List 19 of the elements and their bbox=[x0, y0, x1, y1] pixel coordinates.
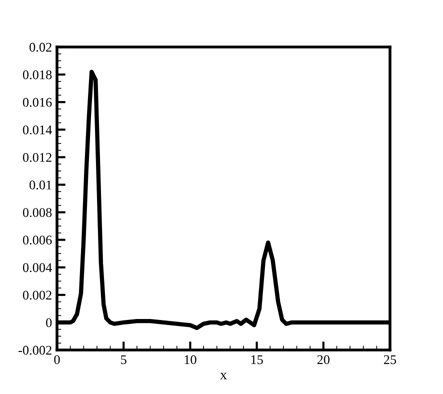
x-tick-label: 15 bbox=[251, 355, 263, 364]
y-tick-label: 0.002 bbox=[22, 290, 52, 300]
x-tick-label: 5 bbox=[121, 355, 126, 364]
x-tick-label: 0 bbox=[54, 355, 60, 364]
y-tick-label: 0.014 bbox=[22, 125, 52, 134]
y-tick-label: 0.02 bbox=[30, 42, 52, 52]
y-tick-label: 0.006 bbox=[22, 236, 52, 245]
y-tick-label: 0.01 bbox=[30, 180, 52, 190]
y-tick-label: 0.008 bbox=[22, 208, 52, 218]
x-tick-label: 20 bbox=[317, 355, 330, 364]
y-tick-label: 0 bbox=[46, 318, 52, 328]
y-tick-label: -0.002 bbox=[18, 346, 52, 355]
y-tick-label: 0.012 bbox=[22, 152, 52, 162]
y-tick-label: 0.004 bbox=[22, 263, 52, 272]
y-tick-label: 0.016 bbox=[22, 98, 52, 107]
x-tick-label: 25 bbox=[384, 355, 396, 364]
x-tick-label: 10 bbox=[184, 355, 196, 364]
y-tick-label: 0.018 bbox=[22, 70, 52, 80]
x-axis-title: x bbox=[220, 372, 227, 380]
